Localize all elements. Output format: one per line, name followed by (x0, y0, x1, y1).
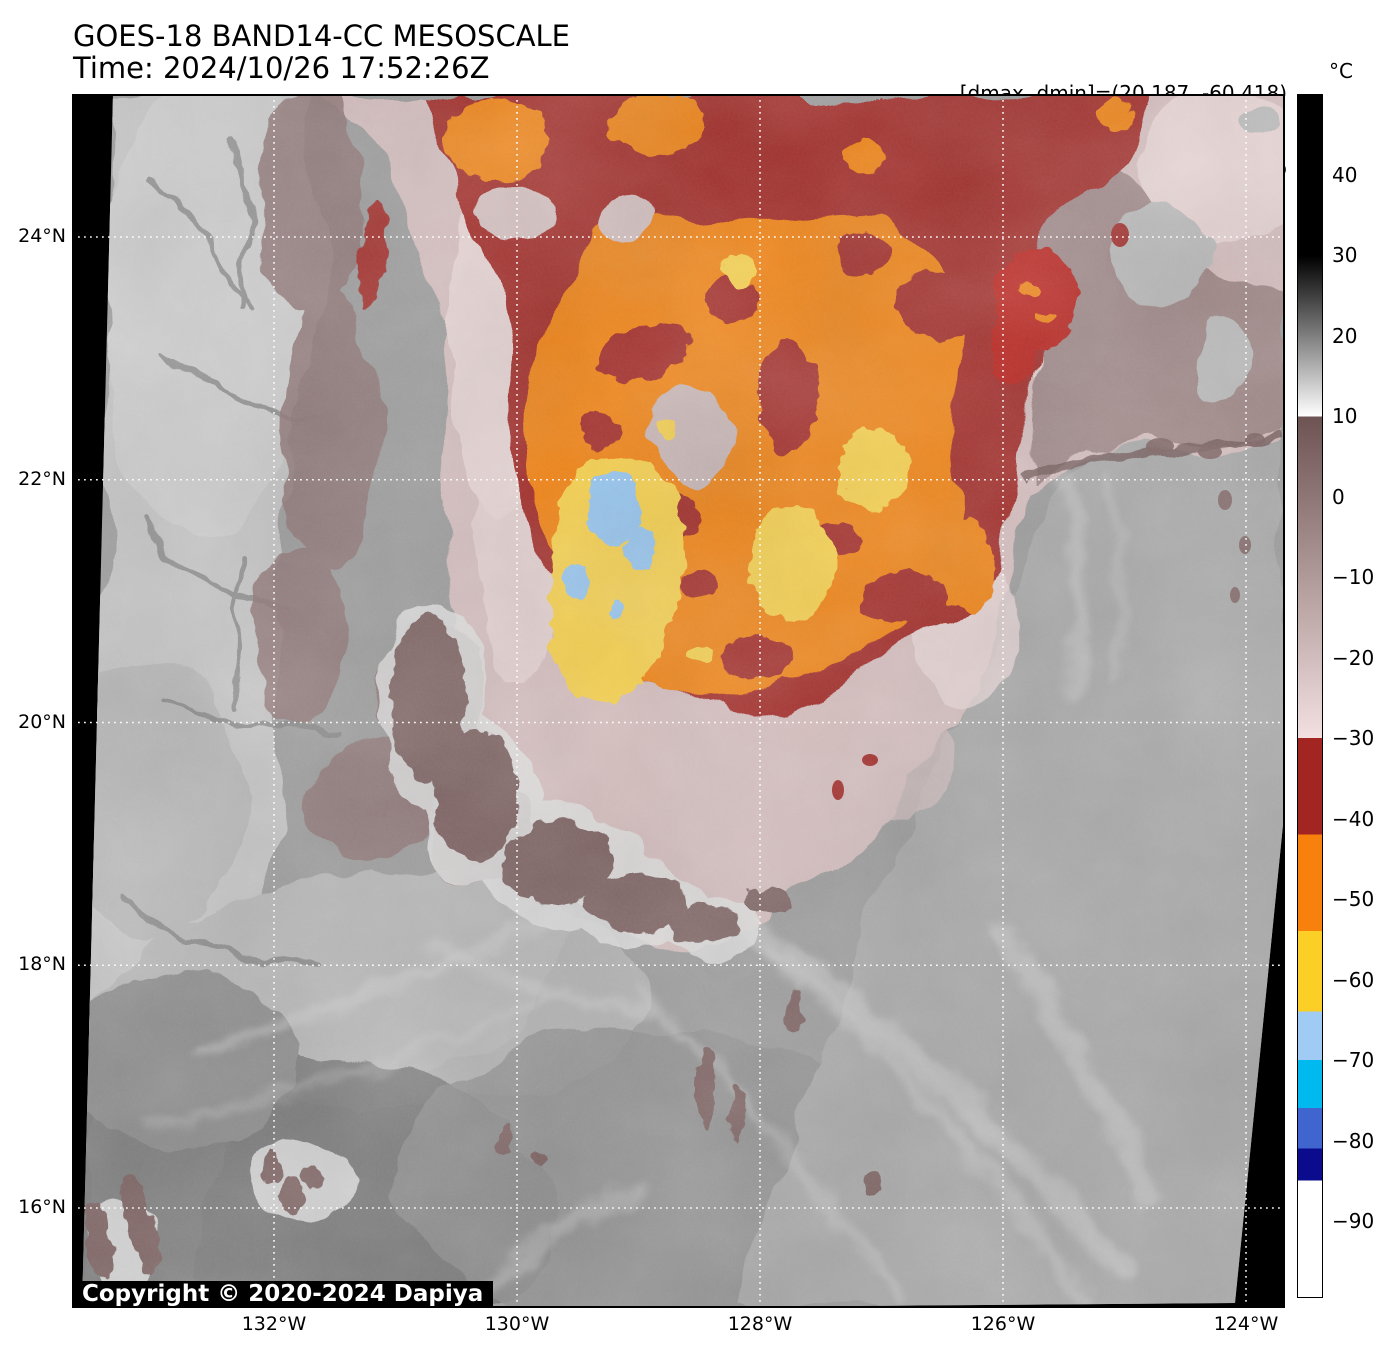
page-title: GOES-18 BAND14-CC MESOSCALE (73, 19, 571, 53)
colorbar-tick-label: 10 (1332, 404, 1358, 429)
lat-label-22: 22°N (18, 467, 66, 490)
lat-label-20: 20°N (18, 710, 66, 733)
colorbar-gradient (1298, 95, 1322, 1297)
colorbar-tick-label: −40 (1332, 806, 1375, 831)
lat-label-16: 16°N (18, 1196, 66, 1218)
colorbar-tick-label: −90 (1332, 1209, 1375, 1234)
colorbar-tick-label: −70 (1332, 1048, 1375, 1073)
lat-label-18: 18°N (18, 953, 66, 976)
lon-label-128: 128°W (727, 1313, 793, 1335)
colorbar-tick-label: −60 (1332, 967, 1375, 992)
lon-label-124: 124°W (1213, 1313, 1279, 1335)
colorbar-tick-label: 30 (1332, 243, 1358, 268)
colorbar-tick-label: −50 (1332, 887, 1375, 912)
lon-label-126: 126°W (970, 1313, 1036, 1335)
colorbar-tick-label: −80 (1332, 1128, 1375, 1153)
colorbar-unit-label: °C (1329, 59, 1353, 83)
lon-label-130: 130°W (484, 1313, 550, 1335)
lon-label-132: 132°W (241, 1313, 307, 1335)
time-label: Time: 2024/10/26 17:52:26Z (73, 51, 490, 85)
colorbar-tick-label: 40 (1332, 162, 1358, 187)
satellite-map (72, 94, 1285, 1308)
lat-label-24: 24°N (18, 225, 66, 247)
colorbar-tick-label: 0 (1332, 484, 1345, 509)
colorbar (1297, 94, 1323, 1298)
lat-lon-gridlines (72, 94, 1285, 1308)
copyright-text: Copyright © 2020-2024 Dapiya (82, 1281, 484, 1307)
title-block: GOES-18 BAND14-CC MESOSCALE Time: 2024/1… (73, 20, 570, 84)
image-grain (82, 94, 1285, 1308)
satellite-imagery (82, 94, 1285, 1308)
colorbar-tick-label: −10 (1332, 565, 1375, 590)
map-frame (72, 94, 1285, 1308)
dmax-dmin-label: [dmax, dmin]=(20.187, -60.418) (959, 81, 1287, 105)
colorbar-tick-label: −30 (1332, 726, 1375, 751)
colorbar-tick-label: 20 (1332, 323, 1358, 348)
colorbar-tick-label: −20 (1332, 645, 1375, 670)
copyright-badge: Copyright © 2020-2024 Dapiya (72, 1281, 494, 1308)
